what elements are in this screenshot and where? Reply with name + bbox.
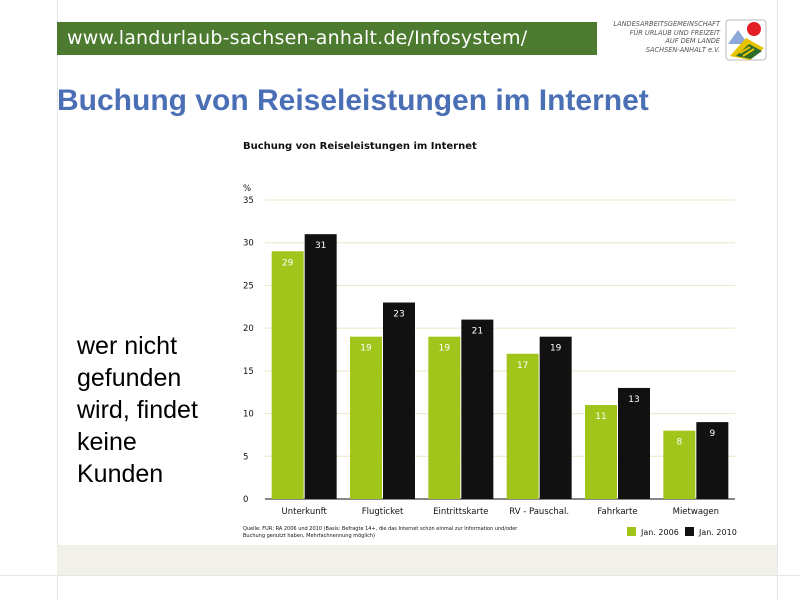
bar-value-label: 19 [360, 344, 372, 354]
organization-line: LANDESARBEITSGEMEINSCHAFT [613, 20, 720, 28]
bar-value-label: 29 [282, 258, 294, 268]
bar-value-label: 21 [472, 327, 483, 337]
organization-line: AUF DEM LANDE [665, 37, 720, 46]
y-tick-label: 20 [243, 324, 254, 334]
y-tick-label: 0 [243, 495, 248, 505]
bar-2006 [506, 353, 539, 499]
bottom-band [57, 545, 777, 575]
slide-guide-left [57, 0, 58, 600]
bar-chart: Buchung von Reiseleistungen im Internet … [230, 130, 750, 545]
organization-line: SACHSEN-ANHALT e.V. [645, 45, 720, 54]
side-slogan: wer nicht gefunden wird, findet keine Ku… [77, 330, 198, 490]
organization-line: FÜR URLAUB UND FREIZEIT [629, 28, 720, 37]
sun-mountain-car-logo-icon [725, 19, 767, 61]
y-tick-label: 30 [243, 239, 254, 249]
slogan-line: wer nicht [77, 332, 178, 360]
y-tick-label: 5 [243, 452, 248, 462]
y-tick-label: 15 [243, 367, 254, 377]
page-title: Buchung von Reiseleistungen im Internet [57, 84, 649, 117]
y-tick-label: 35 [243, 196, 254, 206]
bar-2010 [539, 336, 572, 499]
bar-value-label: 13 [628, 395, 639, 405]
slogan-line: keine [77, 428, 137, 456]
organization-name: LANDESARBEITSGEMEINSCHAFT FÜR URLAUB UND… [598, 20, 720, 54]
bar-value-label: 19 [439, 344, 451, 354]
slogan-line: wird, findet [77, 396, 198, 424]
y-axis-label: % [243, 184, 251, 194]
bar-2010 [383, 302, 415, 499]
legend-swatch-2006 [627, 527, 636, 536]
source-note-line-1: Quelle: FUR; RA 2006 und 2010 (Basis: Be… [243, 526, 518, 532]
header-bar: www.landurlaub-sachsen-anhalt.de/Infosys… [57, 22, 597, 55]
legend-swatch-2010 [685, 527, 694, 536]
y-tick-label: 25 [243, 281, 254, 291]
x-tick-label: Fahrkarte [597, 507, 637, 517]
x-tick-label: Eintrittskarte [433, 507, 488, 517]
slide-guide-bottom [0, 575, 800, 576]
bar-value-label: 31 [315, 241, 326, 251]
bar-value-label: 11 [595, 412, 606, 422]
bar-2006 [585, 405, 617, 499]
bar-2006 [663, 430, 696, 499]
header-url[interactable]: www.landurlaub-sachsen-anhalt.de/Infosys… [67, 27, 528, 49]
x-tick-label: Mietwagen [673, 507, 719, 517]
y-tick-label: 10 [243, 410, 254, 420]
bar-2006 [271, 251, 304, 499]
legend-label-2006: Jan. 2006 [640, 528, 679, 537]
slogan-line: Kunden [77, 460, 164, 488]
x-tick-label: Flugticket [362, 507, 404, 517]
x-tick-label: Unterkunft [282, 507, 328, 517]
legend-label-2010: Jan. 2010 [698, 528, 737, 537]
bar-2006 [350, 336, 382, 499]
bar-value-label: 17 [517, 361, 528, 371]
x-tick-label: RV - Pauschal. [509, 507, 569, 517]
bar-2010 [461, 319, 494, 499]
bar-2010 [618, 387, 650, 499]
bar-value-label: 8 [676, 438, 682, 448]
slide-guide-right [777, 0, 778, 600]
source-note-line-2: Buchung genutzt haben, Mehrfachnennung m… [243, 533, 375, 539]
bar-value-label: 19 [550, 344, 562, 354]
bar-2010 [696, 422, 729, 499]
bar-2006 [428, 336, 461, 499]
bar-2010 [304, 234, 337, 499]
slogan-line: gefunden [77, 364, 182, 392]
chart-title: Buchung von Reiseleistungen im Internet [243, 141, 477, 152]
bar-value-label: 23 [393, 310, 404, 320]
bar-value-label: 9 [709, 429, 715, 439]
